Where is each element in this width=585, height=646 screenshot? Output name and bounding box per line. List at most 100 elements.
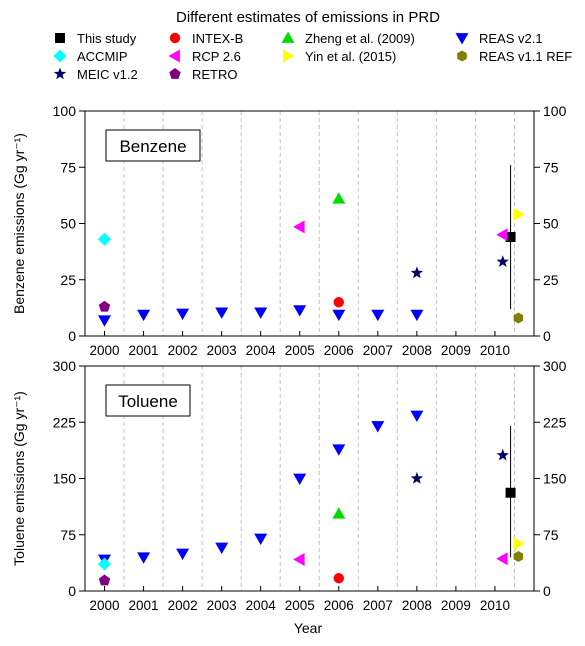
series-yin-et-al-2015 bbox=[513, 537, 525, 551]
data-point-reas-v2-1 bbox=[215, 307, 229, 319]
series-rcp-2-6 bbox=[293, 220, 508, 242]
x-tick-label: 2008 bbox=[402, 343, 432, 358]
y-tick-label: 100 bbox=[53, 103, 77, 119]
legend-entry-meic-v1-2: MEIC v1.2 bbox=[53, 67, 138, 82]
series-intex-b bbox=[333, 297, 344, 308]
data-point-rcp-2-6 bbox=[293, 553, 305, 566]
series-retro bbox=[98, 574, 111, 586]
data-point-intex-b bbox=[333, 297, 344, 308]
data-point-reas-v2-1 bbox=[215, 542, 229, 554]
x-tick-label: 2009 bbox=[441, 598, 471, 613]
data-point-reas-v2-1 bbox=[98, 315, 111, 327]
y-tick-label-right: 150 bbox=[543, 471, 567, 487]
y-tick-label-right: 0 bbox=[543, 583, 551, 599]
data-point-reas-v2-1 bbox=[254, 533, 268, 545]
data-point-reas-v1-1-ref bbox=[513, 551, 524, 562]
y-tick-label-right: 25 bbox=[543, 272, 559, 288]
data-point-this-study bbox=[505, 232, 516, 242]
y-tick-label: 25 bbox=[60, 272, 76, 288]
data-point-accmip bbox=[98, 557, 111, 571]
legend-marker-yin-et-al-2015 bbox=[283, 49, 295, 63]
legend-entry-reas-v1-1-ref: REAS v1.1 REF bbox=[457, 49, 572, 64]
panel-label-box bbox=[105, 129, 201, 162]
y-tick-label: 300 bbox=[53, 358, 77, 374]
legend-marker-intex-b bbox=[169, 32, 181, 44]
data-point-intex-b bbox=[333, 573, 344, 584]
legend-marker-this-study bbox=[55, 33, 65, 43]
legend-label-meic-v1-2: MEIC v1.2 bbox=[77, 67, 138, 82]
x-tick-label: 2000 bbox=[89, 598, 119, 613]
y-tick-label: 50 bbox=[60, 216, 76, 232]
data-point-this-study bbox=[505, 487, 516, 498]
legend-entry-reas-v2-1: REAS v2.1 bbox=[455, 31, 543, 46]
y-tick-label-right: 100 bbox=[543, 103, 567, 119]
legend-entry-rcp-2-6: RCP 2.6 bbox=[168, 49, 241, 64]
legend-label-zheng-et-al-2009: Zheng et al. (2009) bbox=[305, 31, 415, 46]
y-tick-label: 0 bbox=[68, 328, 76, 344]
data-point-reas-v2-1 bbox=[332, 309, 346, 322]
legend-entry-zheng-et-al-2009: Zheng et al. (2009) bbox=[281, 31, 415, 46]
y-tick-label: 0 bbox=[68, 583, 76, 599]
legend-marker-reas-v2-1 bbox=[455, 33, 469, 45]
legend-entry-intex-b: INTEX-B bbox=[169, 31, 243, 46]
series-yin-et-al-2015 bbox=[513, 208, 525, 221]
x-tick-label: 2006 bbox=[324, 343, 354, 358]
panel-label-toluene: Toluene bbox=[118, 392, 178, 411]
y-tick-label-right: 300 bbox=[543, 358, 567, 374]
y-tick-label-right: 75 bbox=[543, 527, 559, 543]
legend-label-accmip: ACCMIP bbox=[77, 49, 128, 64]
legend-label-reas-v1-1-ref: REAS v1.1 REF bbox=[479, 49, 572, 64]
legend-label-intex-b: INTEX-B bbox=[192, 31, 243, 46]
y-tick-label-right: 0 bbox=[543, 328, 551, 344]
series-intex-b bbox=[333, 573, 344, 584]
x-tick-label: 2003 bbox=[207, 598, 237, 613]
x-tick-label: 2010 bbox=[480, 598, 510, 613]
panel-label-benzene: Benzene bbox=[119, 137, 186, 156]
y-tick-label-right: 225 bbox=[543, 414, 567, 430]
legend-marker-accmip bbox=[53, 49, 67, 63]
data-point-reas-v2-1 bbox=[371, 421, 385, 433]
data-point-yin-et-al-2015 bbox=[513, 208, 525, 221]
data-point-retro bbox=[98, 574, 111, 586]
data-point-meic-v1-2 bbox=[496, 448, 509, 461]
legend-entry-retro: RETRO bbox=[169, 67, 238, 82]
legend-marker-retro bbox=[169, 68, 181, 79]
panel-toluene: 0 0 75 75 150 150 225 225 300 300 2000 2001 2002 2003… bbox=[11, 358, 567, 613]
data-point-zheng-et-al-2009 bbox=[332, 192, 346, 204]
data-point-reas-v2-1 bbox=[254, 307, 268, 319]
legend-marker-meic-v1-2 bbox=[53, 67, 67, 80]
legend-marker-reas-v1-1-ref bbox=[457, 50, 467, 62]
data-point-reas-v2-1 bbox=[137, 309, 151, 322]
legend-label-rcp-2-6: RCP 2.6 bbox=[192, 49, 241, 64]
y-tick-label-right: 50 bbox=[543, 216, 559, 232]
data-point-reas-v2-1 bbox=[332, 444, 346, 456]
panels: 0 0 25 25 50 50 75 75 100 100 2000 2001 2002 2003 2004… bbox=[11, 103, 567, 613]
series-zheng-et-al-2009 bbox=[332, 507, 346, 519]
x-tick-label: 2005 bbox=[285, 598, 315, 613]
x-axis-label: Year bbox=[294, 620, 323, 636]
series-reas-v2-1 bbox=[98, 410, 424, 566]
series-reas-v1-1-ref bbox=[513, 312, 524, 324]
data-point-retro bbox=[98, 300, 111, 312]
data-point-accmip bbox=[98, 232, 111, 246]
data-point-reas-v2-1 bbox=[176, 548, 190, 560]
y-tick-label-right: 75 bbox=[543, 159, 559, 175]
data-point-reas-v2-1 bbox=[137, 552, 151, 564]
legend-marker-rcp-2-6 bbox=[168, 49, 180, 63]
data-point-meic-v1-2 bbox=[496, 255, 509, 267]
x-tick-label: 2010 bbox=[480, 343, 510, 358]
series-retro bbox=[98, 300, 111, 312]
series-accmip bbox=[98, 232, 111, 246]
legend-label-this-study: This study bbox=[77, 31, 137, 46]
series-this-study bbox=[505, 165, 516, 309]
legend-entry-this-study: This study bbox=[55, 31, 137, 46]
data-point-rcp-2-6 bbox=[293, 220, 305, 234]
legend: This study INTEX-B Zheng et al. (2009) REAS… bbox=[53, 31, 572, 82]
x-tick-label: 2001 bbox=[129, 598, 159, 613]
data-point-yin-et-al-2015 bbox=[513, 537, 525, 551]
y-tick-label: 150 bbox=[53, 471, 77, 487]
y-tick-label: 75 bbox=[60, 159, 76, 175]
series-rcp-2-6 bbox=[293, 552, 508, 566]
data-point-reas-v1-1-ref bbox=[513, 312, 524, 324]
series-meic-v1-2 bbox=[410, 448, 509, 484]
